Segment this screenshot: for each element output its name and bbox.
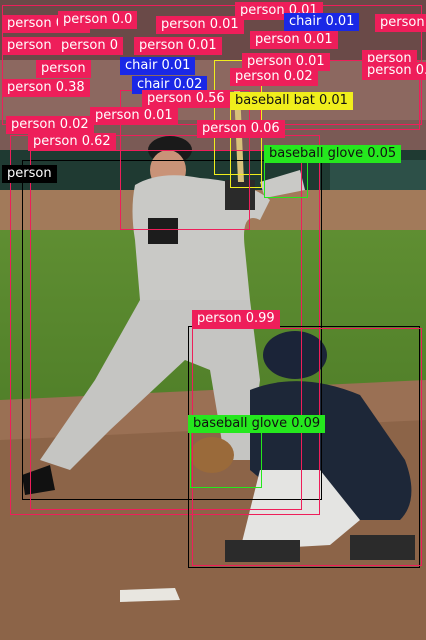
bbox-glove-batter xyxy=(264,160,308,198)
label-person-099: person 0.99 xyxy=(192,310,280,328)
label-person-056: person 0.56 xyxy=(142,90,230,108)
label-baseball-bat: baseball bat 0.01 xyxy=(230,92,353,110)
label-person-g: person 0.01 xyxy=(242,53,330,71)
bbox-catcher-red xyxy=(192,328,422,566)
bbox-glove-catcher xyxy=(190,432,262,488)
bbox-batter-red xyxy=(10,135,320,515)
bbox-catcher-black xyxy=(188,326,420,568)
label-person-i: person 0.02 xyxy=(230,68,318,86)
label-person-c: person 0.01 xyxy=(250,31,338,49)
label-person-k: person xyxy=(36,60,91,78)
label-glove-005: baseball glove 0.05 xyxy=(264,145,402,163)
bbox-batter-red-2 xyxy=(30,150,302,510)
label-person-002: person 0.02 xyxy=(6,116,94,134)
label-person-a: person 0 xyxy=(56,37,123,55)
home-plate xyxy=(120,588,180,602)
batter xyxy=(22,136,305,495)
label-person-j: person 0.01 xyxy=(362,62,426,80)
bbox-batter-black xyxy=(22,160,322,500)
label-person-062: person 0.62 xyxy=(28,133,116,151)
label-chair-002: chair 0.02 xyxy=(132,76,208,94)
catcher xyxy=(190,331,415,562)
label-person-black: person xyxy=(2,165,57,183)
label-person-006: person 0.06 xyxy=(197,120,285,138)
label-chair-top: chair 0.01 xyxy=(284,13,360,31)
label-person-l: person 0.01 xyxy=(90,107,178,125)
label-person-f: person 0.01 xyxy=(156,16,244,34)
label-person-b: person 0.01 xyxy=(134,37,222,55)
label-chair-mid: chair 0.01 xyxy=(120,57,196,75)
label-person-038: person 0.38 xyxy=(2,79,90,97)
label-person-d: person 0.0 xyxy=(58,11,138,29)
label-glove-009: baseball glove 0.09 xyxy=(188,415,326,433)
label-person-e: person xyxy=(2,37,57,55)
label-person-top-right-2: person 0.01 xyxy=(375,14,426,32)
